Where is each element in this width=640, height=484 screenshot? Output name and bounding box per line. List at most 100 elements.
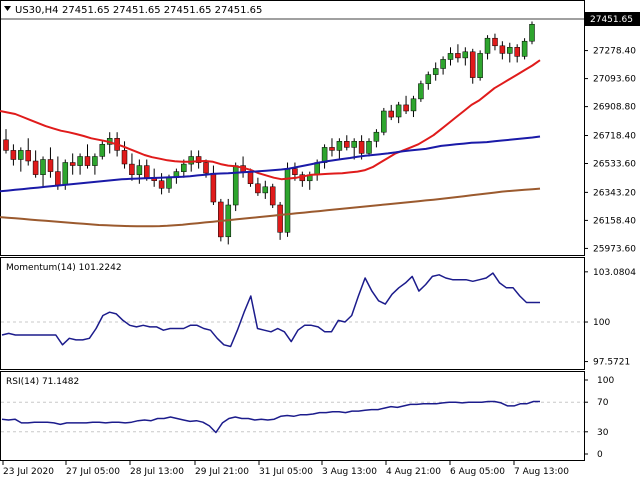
price-tick-label: 26158.40 bbox=[593, 216, 636, 226]
bear-candle-body bbox=[292, 168, 298, 175]
bull-candle-body bbox=[521, 40, 528, 57]
rsi-tick-label: 100 bbox=[597, 376, 614, 386]
momentum-pane-frame bbox=[0, 257, 585, 370]
candle bbox=[121, 141, 128, 169]
momentum-layer: 103.0804 100 97.5721 bbox=[1, 268, 636, 368]
bull-candle-body bbox=[99, 144, 106, 157]
time-tick-label: 29 Jul 21:00 bbox=[195, 467, 249, 477]
candle bbox=[255, 177, 261, 196]
candle bbox=[99, 141, 106, 160]
header-ohlc: 27451.65 27451.65 27451.65 27451.65 bbox=[62, 5, 262, 16]
bear-candle-body bbox=[32, 160, 39, 175]
time-tick-label: 27 Jul 05:00 bbox=[66, 467, 120, 477]
price-axis: 27278.40 27093.60 26908.80 26718.40 26533.60… bbox=[584, 47, 636, 254]
bull-candle-body bbox=[166, 177, 172, 189]
candle bbox=[381, 107, 387, 136]
candle bbox=[425, 71, 432, 90]
ma-mid-line bbox=[0, 135, 541, 193]
momentum-label: Momentum(14) 101.2242 bbox=[6, 263, 122, 273]
bull-candle-body bbox=[477, 53, 483, 78]
candle bbox=[344, 135, 350, 151]
bull-candle-body bbox=[188, 156, 194, 165]
header-triangle-icon[interactable] bbox=[4, 6, 11, 11]
bear-candle-body bbox=[344, 141, 350, 148]
candle bbox=[366, 138, 372, 157]
momentum-tick-label: 103.0804 bbox=[593, 268, 636, 278]
bull-candle-body bbox=[447, 53, 454, 60]
bear-candle-body bbox=[10, 150, 17, 160]
candle bbox=[410, 95, 417, 118]
candle bbox=[329, 138, 335, 157]
bull-candle-body bbox=[484, 37, 491, 54]
rsi-tick-label: 0 bbox=[597, 450, 603, 460]
bear-candle-body bbox=[388, 110, 394, 118]
candle bbox=[447, 47, 454, 66]
candle bbox=[69, 153, 76, 175]
bull-candle-body bbox=[418, 83, 424, 100]
bull-candle-body bbox=[529, 24, 535, 42]
bull-candle-body bbox=[440, 59, 446, 69]
ma-layer bbox=[0, 59, 541, 228]
price-tick-label: 26533.60 bbox=[593, 160, 636, 170]
bear-candle-body bbox=[144, 165, 150, 178]
candle bbox=[440, 56, 446, 75]
bull-candle-body bbox=[507, 47, 513, 54]
bear-candle-body bbox=[492, 37, 498, 47]
time-tick-label: 31 Jul 05:00 bbox=[259, 467, 313, 477]
candle bbox=[3, 129, 9, 154]
bear-candle-body bbox=[247, 171, 254, 184]
candle bbox=[284, 162, 291, 237]
candle bbox=[277, 201, 283, 240]
candle bbox=[92, 153, 98, 175]
price-tick-label: 27093.60 bbox=[593, 75, 636, 85]
bear-candle-body bbox=[455, 53, 461, 59]
time-axis: 23 Jul 2020 27 Jul 05:00 28 Jul 13:00 29 Ju… bbox=[2, 461, 569, 477]
candle bbox=[403, 95, 409, 115]
bear-candle-body bbox=[84, 156, 91, 166]
candle bbox=[262, 180, 269, 199]
bull-candle-body bbox=[351, 141, 357, 148]
candle bbox=[321, 144, 328, 169]
candle bbox=[469, 48, 476, 84]
bull-candle-body bbox=[40, 159, 46, 175]
bear-candle-body bbox=[218, 201, 224, 238]
time-tick-label: 3 Aug 13:00 bbox=[322, 467, 377, 477]
bull-candle-body bbox=[395, 104, 402, 118]
bull-candle-body bbox=[77, 156, 83, 166]
bull-candle-body bbox=[62, 162, 69, 186]
price-tick-label: 25973.60 bbox=[593, 244, 636, 254]
candle bbox=[499, 41, 506, 60]
bull-candle-body bbox=[232, 165, 239, 206]
time-tick-label: 6 Aug 05:00 bbox=[450, 467, 505, 477]
bull-candle-body bbox=[373, 131, 380, 142]
price-tick-label: 27278.40 bbox=[593, 47, 636, 57]
price-tick-label: 26718.40 bbox=[593, 131, 636, 141]
price-tick-label: 26908.80 bbox=[593, 103, 636, 113]
candle bbox=[136, 159, 143, 184]
price-tick-label: 26343.20 bbox=[593, 188, 636, 198]
bull-candle-body bbox=[92, 156, 98, 166]
candle bbox=[484, 35, 491, 60]
candle bbox=[225, 198, 232, 245]
candle bbox=[351, 138, 357, 160]
bear-candle-body bbox=[277, 204, 283, 233]
momentum-line bbox=[1, 272, 540, 348]
rsi-pane-frame bbox=[0, 371, 585, 461]
bull-candle-body bbox=[425, 74, 432, 84]
bear-candle-body bbox=[55, 171, 61, 186]
candle bbox=[18, 147, 24, 172]
bull-candle-body bbox=[381, 110, 387, 133]
bear-candle-body bbox=[25, 150, 31, 162]
bear-candle-body bbox=[129, 163, 135, 175]
bear-candle-body bbox=[469, 51, 476, 78]
candle bbox=[32, 150, 39, 178]
bear-candle-body bbox=[269, 186, 276, 206]
candle bbox=[299, 171, 306, 187]
candle bbox=[77, 153, 83, 175]
last-price-label: 27451.65 bbox=[590, 15, 633, 25]
candle bbox=[232, 162, 239, 212]
candle bbox=[40, 156, 46, 187]
candle bbox=[462, 47, 469, 66]
candle bbox=[373, 129, 380, 148]
